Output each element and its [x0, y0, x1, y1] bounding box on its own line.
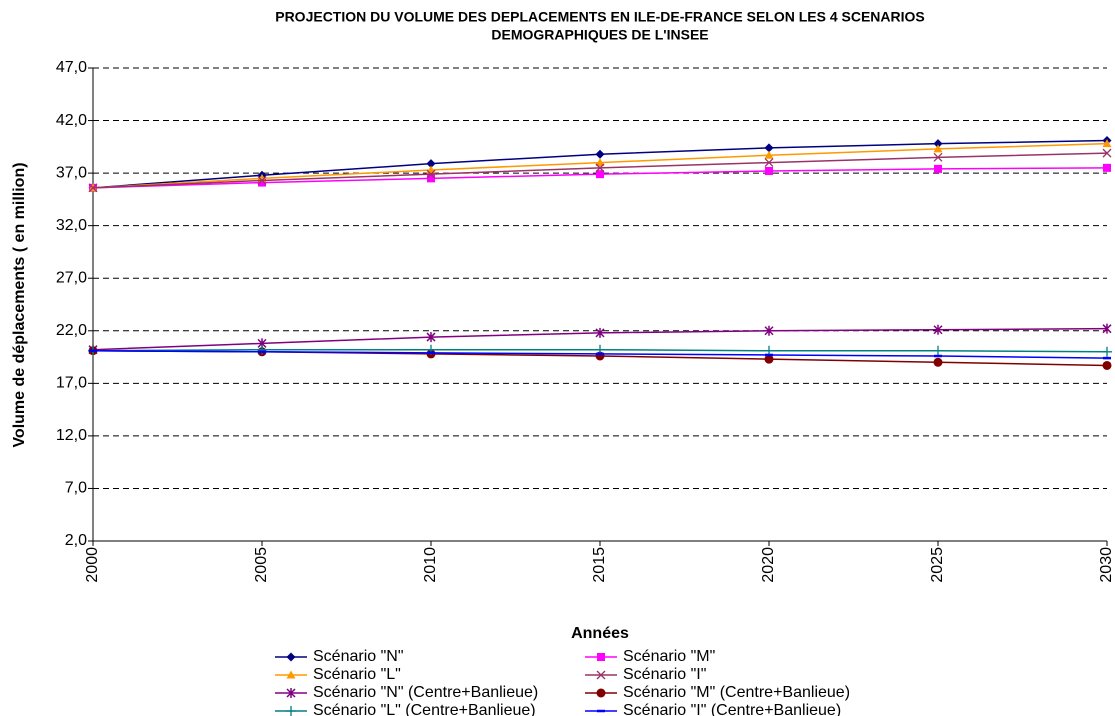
marker: [933, 357, 943, 367]
marker: [258, 178, 266, 187]
x-axis-title: Années: [571, 625, 629, 642]
y-tick-label: 37,0: [56, 164, 87, 181]
marker: [427, 174, 435, 183]
marker: [426, 332, 436, 343]
marker: [595, 163, 605, 173]
marker: [257, 176, 267, 185]
marker: [933, 144, 943, 153]
legend-label: Scénario "I" (Centre+Banlieue): [623, 702, 841, 716]
marker: [933, 152, 943, 162]
y-tick-label: 32,0: [56, 217, 87, 234]
marker: [597, 653, 605, 661]
marker: [1102, 360, 1112, 370]
marker: [933, 139, 943, 149]
y-tick-label: 22,0: [56, 322, 87, 339]
marker: [934, 164, 942, 173]
x-tick-label: 2015: [591, 547, 608, 583]
legend-label: Scénario "M": [623, 648, 715, 665]
legend-label: Scénario "N": [313, 648, 404, 665]
marker: [1102, 148, 1112, 158]
marker: [286, 688, 296, 698]
marker: [286, 706, 296, 716]
y-tick-label: 27,0: [56, 269, 87, 286]
x-tick-label: 2025: [929, 547, 946, 583]
legend-label: Scénario "N" (Centre+Banlieue): [313, 684, 538, 701]
y-tick-label: 12,0: [56, 427, 87, 444]
legend-label: Scénario "L" (Centre+Banlieue): [313, 702, 536, 716]
marker: [1102, 323, 1112, 334]
marker: [88, 183, 98, 193]
y-tick-label: 17,0: [56, 375, 87, 392]
legend-label: Scénario "L": [313, 666, 401, 683]
marker: [286, 652, 296, 662]
marker: [426, 159, 436, 169]
marker: [426, 169, 436, 179]
legend-label: Scénario "M" (Centre+Banlieue): [623, 684, 850, 701]
marker: [595, 158, 605, 167]
marker: [595, 149, 605, 159]
x-tick-label: 2000: [84, 547, 101, 583]
legend-label: Scénario "I": [623, 666, 706, 683]
y-tick-label: 42,0: [56, 112, 87, 129]
marker: [1102, 346, 1112, 357]
marker: [933, 345, 943, 356]
x-tick-label: 2010: [422, 547, 439, 583]
marker: [596, 688, 606, 698]
marker: [764, 143, 774, 153]
x-tick-label: 2030: [1098, 547, 1115, 583]
y-tick-label: 7,0: [65, 480, 87, 497]
marker: [1102, 139, 1112, 148]
chart-title: PROJECTION DU VOLUME DES DEPLACEMENTS EN…: [275, 9, 925, 25]
y-axis-title: Volume de déplacements ( en million): [11, 162, 28, 447]
marker: [286, 670, 296, 679]
y-tick-label: 2,0: [65, 532, 87, 549]
y-tick-label: 47,0: [56, 59, 87, 76]
marker: [765, 167, 773, 176]
marker: [764, 354, 774, 364]
x-tick-label: 2020: [760, 547, 777, 583]
chart-title: DEMOGRAPHIQUES DE L'INSEE: [491, 27, 708, 43]
marker: [1103, 163, 1111, 172]
marker: [933, 324, 943, 335]
marker: [764, 325, 774, 336]
marker: [595, 327, 605, 338]
marker: [596, 170, 604, 179]
marker: [764, 158, 774, 168]
marker: [596, 670, 606, 680]
marker: [764, 150, 774, 159]
x-tick-label: 2005: [253, 547, 270, 583]
